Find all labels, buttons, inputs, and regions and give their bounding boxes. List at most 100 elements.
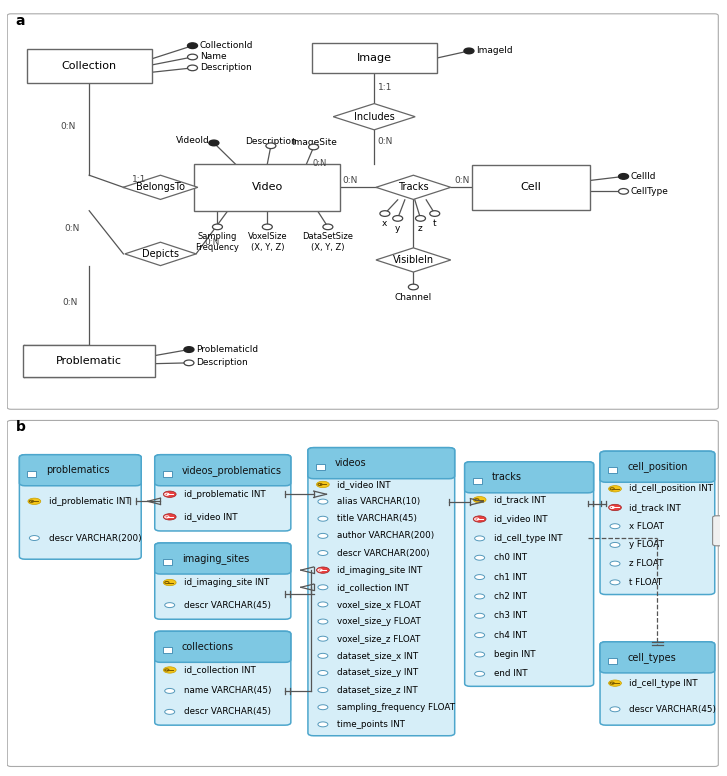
Circle shape — [318, 602, 328, 607]
Text: descr VARCHAR(200): descr VARCHAR(200) — [337, 549, 430, 557]
Text: 0:N: 0:N — [64, 224, 80, 233]
Circle shape — [473, 497, 486, 503]
Text: id_problematic INT: id_problematic INT — [184, 490, 265, 499]
Circle shape — [610, 561, 620, 566]
Circle shape — [610, 524, 620, 528]
Circle shape — [475, 594, 485, 599]
Text: author VARCHAR(200): author VARCHAR(200) — [337, 532, 435, 540]
FancyBboxPatch shape — [308, 448, 454, 736]
Text: y FLOAT: y FLOAT — [630, 540, 664, 549]
Text: videos: videos — [335, 458, 366, 468]
Text: problematics: problematics — [47, 466, 110, 475]
FancyBboxPatch shape — [155, 631, 291, 725]
Bar — [194, 165, 340, 210]
Text: sampling_frequency FLOAT: sampling_frequency FLOAT — [337, 703, 455, 712]
Circle shape — [323, 224, 333, 230]
Circle shape — [619, 189, 629, 194]
Text: ch2 INT: ch2 INT — [494, 592, 527, 601]
Text: voxel_size_z FLOAT: voxel_size_z FLOAT — [337, 634, 420, 643]
Text: z FLOAT: z FLOAT — [630, 559, 664, 568]
Text: Includes: Includes — [354, 112, 395, 122]
Text: cell_position: cell_position — [627, 461, 688, 472]
Circle shape — [316, 481, 329, 487]
Circle shape — [318, 550, 328, 556]
FancyBboxPatch shape — [155, 543, 291, 574]
FancyBboxPatch shape — [7, 14, 718, 409]
Text: t FLOAT: t FLOAT — [630, 578, 662, 587]
Text: 0:N: 0:N — [63, 298, 79, 307]
Circle shape — [164, 580, 176, 586]
Text: id_track INT: id_track INT — [494, 495, 546, 504]
FancyBboxPatch shape — [712, 516, 727, 546]
Text: imaging_sites: imaging_sites — [182, 553, 249, 564]
Circle shape — [475, 536, 485, 541]
Text: CollectionId: CollectionId — [200, 41, 253, 50]
Text: t: t — [433, 219, 436, 228]
Circle shape — [475, 632, 485, 638]
Text: 1:1: 1:1 — [378, 84, 392, 92]
Text: id_cell_type INT: id_cell_type INT — [630, 679, 698, 688]
Text: BelongsTo: BelongsTo — [136, 182, 185, 192]
Text: Description: Description — [245, 137, 297, 146]
FancyBboxPatch shape — [600, 451, 715, 482]
FancyBboxPatch shape — [7, 421, 718, 767]
Text: ch0 INT: ch0 INT — [494, 553, 527, 563]
Text: 0:N: 0:N — [61, 122, 76, 131]
Circle shape — [475, 613, 485, 618]
Bar — [163, 559, 172, 565]
Circle shape — [318, 653, 328, 658]
Circle shape — [380, 211, 390, 217]
Text: begin INT: begin INT — [494, 650, 536, 659]
Circle shape — [188, 65, 198, 71]
Circle shape — [318, 688, 328, 692]
Text: dataset_size_x INT: dataset_size_x INT — [337, 651, 419, 660]
FancyBboxPatch shape — [600, 642, 715, 673]
Text: b: b — [16, 421, 25, 435]
Text: Depicts: Depicts — [142, 249, 179, 259]
Circle shape — [212, 224, 222, 230]
Text: dataset_size_y INT: dataset_size_y INT — [337, 668, 419, 677]
Text: CellType: CellType — [631, 187, 669, 196]
Text: title VARCHAR(45): title VARCHAR(45) — [337, 514, 417, 523]
Bar — [316, 464, 325, 469]
Circle shape — [608, 504, 622, 511]
Circle shape — [309, 144, 318, 150]
Polygon shape — [333, 104, 415, 130]
Polygon shape — [125, 242, 196, 265]
Text: 1:1: 1:1 — [132, 175, 146, 184]
Text: descr VARCHAR(45): descr VARCHAR(45) — [630, 705, 716, 714]
Text: ch1 INT: ch1 INT — [494, 573, 527, 581]
Circle shape — [316, 567, 329, 573]
Text: Description: Description — [200, 64, 252, 72]
Text: ImageSite: ImageSite — [291, 138, 337, 147]
Text: id_collection INT: id_collection INT — [184, 666, 256, 674]
Circle shape — [318, 722, 328, 727]
Circle shape — [416, 216, 425, 221]
Circle shape — [188, 54, 198, 60]
Bar — [27, 471, 36, 476]
Circle shape — [188, 43, 198, 49]
Circle shape — [184, 347, 194, 352]
Circle shape — [165, 603, 174, 608]
Polygon shape — [376, 248, 451, 272]
FancyBboxPatch shape — [155, 543, 291, 619]
Circle shape — [608, 680, 622, 686]
Text: ProblematicId: ProblematicId — [196, 345, 258, 354]
Circle shape — [475, 556, 485, 560]
FancyBboxPatch shape — [20, 455, 141, 559]
Circle shape — [318, 705, 328, 710]
Circle shape — [475, 671, 485, 677]
Text: DataSetSize
(X, Y, Z): DataSetSize (X, Y, Z) — [302, 232, 353, 251]
Circle shape — [165, 688, 174, 694]
Text: 0:N: 0:N — [312, 159, 326, 168]
Circle shape — [610, 707, 620, 712]
Circle shape — [318, 670, 328, 675]
FancyBboxPatch shape — [600, 451, 715, 594]
Text: Name: Name — [200, 53, 226, 61]
Circle shape — [318, 636, 328, 641]
FancyBboxPatch shape — [308, 448, 454, 479]
Circle shape — [164, 491, 176, 497]
Bar — [312, 43, 436, 74]
Text: x: x — [382, 219, 387, 228]
Text: id_imaging_site INT: id_imaging_site INT — [337, 566, 422, 575]
